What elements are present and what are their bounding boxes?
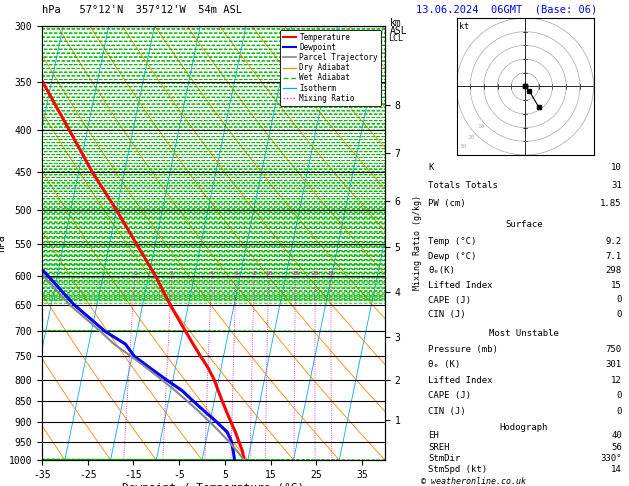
Text: Lifted Index: Lifted Index [428,281,493,290]
Y-axis label: hPa: hPa [0,234,6,252]
Text: 4: 4 [209,271,213,276]
Text: 1.85: 1.85 [600,199,621,208]
Text: 1: 1 [133,271,136,276]
Text: 2: 2 [170,271,174,276]
Text: 15: 15 [292,271,299,276]
Text: 298: 298 [606,266,621,275]
Text: Temp (°C): Temp (°C) [428,237,477,246]
Text: 0: 0 [616,407,621,416]
Text: km: km [390,18,402,28]
X-axis label: Dewpoint / Temperature (°C): Dewpoint / Temperature (°C) [123,483,304,486]
Text: EH: EH [428,431,439,440]
Text: 40: 40 [611,431,621,440]
Text: CIN (J): CIN (J) [428,407,466,416]
Text: θₑ (K): θₑ (K) [428,360,460,369]
Text: 56: 56 [611,442,621,451]
Text: 25: 25 [327,271,335,276]
Text: 20: 20 [467,135,475,139]
Text: Lifted Index: Lifted Index [428,376,493,385]
Text: θₑ(K): θₑ(K) [428,266,455,275]
Legend: Temperature, Dewpoint, Parcel Trajectory, Dry Adiabat, Wet Adiabat, Isotherm, Mi: Temperature, Dewpoint, Parcel Trajectory… [280,30,381,106]
Text: 8: 8 [252,271,256,276]
Text: 0: 0 [616,391,621,400]
Text: 10: 10 [477,123,484,129]
Text: CIN (J): CIN (J) [428,310,466,319]
Text: 14: 14 [611,465,621,474]
Text: kt: kt [459,22,469,31]
Text: 750: 750 [606,345,621,354]
Text: Pressure (mb): Pressure (mb) [428,345,498,354]
Text: CAPE (J): CAPE (J) [428,391,471,400]
Text: StmSpd (kt): StmSpd (kt) [428,465,487,474]
Text: 301: 301 [606,360,621,369]
Text: StmDir: StmDir [428,454,460,463]
Text: SREH: SREH [428,442,450,451]
Text: 9.2: 9.2 [606,237,621,246]
Text: LCL: LCL [389,35,403,43]
Text: Hodograph: Hodograph [500,423,548,432]
Text: Mixing Ratio (g/kg): Mixing Ratio (g/kg) [413,195,421,291]
Text: ASL: ASL [390,26,408,36]
Text: 10: 10 [265,271,272,276]
Text: 13.06.2024  06GMT  (Base: 06): 13.06.2024 06GMT (Base: 06) [416,5,598,15]
Text: Totals Totals: Totals Totals [428,181,498,190]
Text: 15: 15 [611,281,621,290]
Text: PW (cm): PW (cm) [428,199,466,208]
Text: 31: 31 [611,181,621,190]
Text: 0: 0 [616,310,621,319]
Text: Most Unstable: Most Unstable [489,329,559,338]
Text: CAPE (J): CAPE (J) [428,295,471,305]
Text: 7.1: 7.1 [606,251,621,260]
Text: Surface: Surface [505,220,543,229]
Text: 12: 12 [611,376,621,385]
Text: hPa   57°12'N  357°12'W  54m ASL: hPa 57°12'N 357°12'W 54m ASL [42,5,242,15]
Text: 10: 10 [611,163,621,173]
Text: 6: 6 [234,271,238,276]
Text: K: K [428,163,433,173]
Text: Dewp (°C): Dewp (°C) [428,251,477,260]
Text: 30: 30 [459,144,467,149]
Text: 0: 0 [616,295,621,305]
Text: © weatheronline.co.uk: © weatheronline.co.uk [421,477,526,486]
Text: 330°: 330° [600,454,621,463]
Text: 20: 20 [311,271,319,276]
